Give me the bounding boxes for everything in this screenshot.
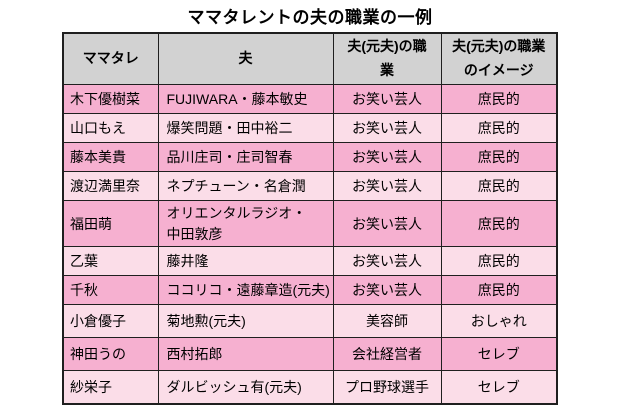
table-body: 木下優樹菜 FUJIWARA・藤本敏史 お笑い芸人 庶民的 山口もえ 爆笑問題・… <box>62 84 558 404</box>
cell-mamatale: 木下優樹菜 <box>62 84 159 114</box>
cell-job-image: 庶民的 <box>440 246 558 276</box>
cell-job: 美容師 <box>332 304 442 338</box>
cell-job: お笑い芸人 <box>332 113 442 143</box>
col-header-job: 夫(元夫)の職 業 <box>332 32 442 85</box>
cell-husband: 藤井隆 <box>157 246 334 276</box>
cell-husband: 爆笑問題・田中裕二 <box>157 113 334 143</box>
cell-job-image: セレブ <box>440 370 558 404</box>
cell-job-image: 庶民的 <box>440 113 558 143</box>
cell-job: お笑い芸人 <box>332 171 442 201</box>
cell-husband: 西村拓郎 <box>157 337 334 371</box>
page: ママタレントの夫の職業の一例 ママタレ 夫 夫(元夫)の職 業 夫(元夫)の職業… <box>0 3 620 405</box>
table-row: 山口もえ 爆笑問題・田中裕二 お笑い芸人 庶民的 <box>62 113 558 143</box>
cell-job-image: 庶民的 <box>440 142 558 172</box>
table-row: 千秋 ココリコ・遠藤章造(元夫) お笑い芸人 庶民的 <box>62 275 558 305</box>
table-header: ママタレ 夫 夫(元夫)の職 業 夫(元夫)の職業 のイメージ <box>62 32 558 85</box>
cell-mamatale: 山口もえ <box>62 113 159 143</box>
table-row: 神田うの 西村拓郎 会社経営者 セレブ <box>62 337 558 371</box>
cell-job-image: 庶民的 <box>440 171 558 201</box>
cell-job: お笑い芸人 <box>332 142 442 172</box>
cell-mamatale: 福田萌 <box>62 200 159 247</box>
cell-husband: オリエンタルラジオ・ 中田敦彦 <box>157 200 334 247</box>
cell-husband: ココリコ・遠藤章造(元夫) <box>157 275 334 305</box>
table-row: 福田萌 オリエンタルラジオ・ 中田敦彦 お笑い芸人 庶民的 <box>62 200 558 247</box>
cell-husband: 菊地勲(元夫) <box>157 304 334 338</box>
cell-mamatale: 小倉優子 <box>62 304 159 338</box>
mamatalent-husband-job-table: ママタレ 夫 夫(元夫)の職 業 夫(元夫)の職業 のイメージ 木下優樹菜 FU… <box>62 32 558 405</box>
page-title: ママタレントの夫の職業の一例 <box>187 8 433 27</box>
cell-mamatale: 神田うの <box>62 337 159 371</box>
cell-job: お笑い芸人 <box>332 200 442 247</box>
cell-job: お笑い芸人 <box>332 275 442 305</box>
table-row: 藤本美貴 品川庄司・庄司智春 お笑い芸人 庶民的 <box>62 142 558 172</box>
table-row: 紗栄子 ダルビッシュ有(元夫) プロ野球選手 セレブ <box>62 370 558 404</box>
cell-job-image: 庶民的 <box>440 200 558 247</box>
table-row: 乙葉 藤井隆 お笑い芸人 庶民的 <box>62 246 558 276</box>
cell-job: プロ野球選手 <box>332 370 442 404</box>
cell-husband: ダルビッシュ有(元夫) <box>157 370 334 404</box>
cell-job: お笑い芸人 <box>332 246 442 276</box>
col-header-mamatale: ママタレ <box>62 32 159 85</box>
header-row: ママタレ 夫 夫(元夫)の職 業 夫(元夫)の職業 のイメージ <box>62 32 558 85</box>
table-row: 木下優樹菜 FUJIWARA・藤本敏史 お笑い芸人 庶民的 <box>62 84 558 114</box>
cell-job-image: 庶民的 <box>440 275 558 305</box>
table-row: 渡辺満里奈 ネプチューン・名倉潤 お笑い芸人 庶民的 <box>62 171 558 201</box>
cell-mamatale: 藤本美貴 <box>62 142 159 172</box>
cell-job: お笑い芸人 <box>332 84 442 114</box>
cell-job-image: おしゃれ <box>440 304 558 338</box>
col-header-job-image: 夫(元夫)の職業 のイメージ <box>440 32 558 85</box>
cell-job-image: 庶民的 <box>440 84 558 114</box>
table-row: 小倉優子 菊地勲(元夫) 美容師 おしゃれ <box>62 304 558 338</box>
cell-job: 会社経営者 <box>332 337 442 371</box>
cell-job-image: セレブ <box>440 337 558 371</box>
cell-mamatale: 千秋 <box>62 275 159 305</box>
cell-mamatale: 渡辺満里奈 <box>62 171 159 201</box>
col-header-husband: 夫 <box>157 32 334 85</box>
cell-mamatale: 紗栄子 <box>62 370 159 404</box>
cell-husband: FUJIWARA・藤本敏史 <box>157 84 334 114</box>
cell-husband: 品川庄司・庄司智春 <box>157 142 334 172</box>
cell-mamatale: 乙葉 <box>62 246 159 276</box>
cell-husband: ネプチューン・名倉潤 <box>157 171 334 201</box>
